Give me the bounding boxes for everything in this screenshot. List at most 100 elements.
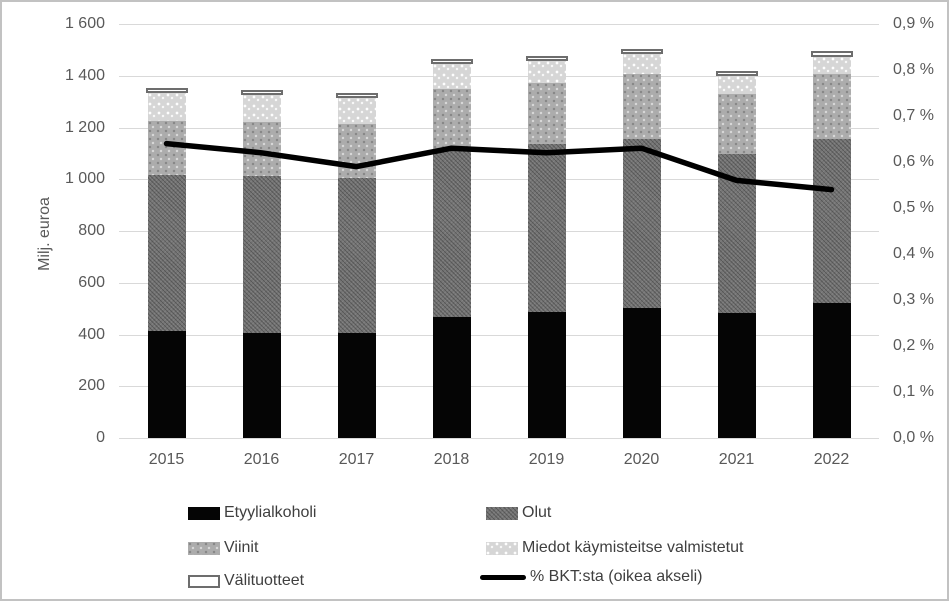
gridline [119,127,879,129]
legend-label-bkt: % BKT:sta (oikea akseli) [530,568,703,585]
bar-segment-olut-2022 [812,138,851,304]
gridline [119,282,879,284]
legend-label-olut: Olut [522,504,552,521]
bar-segment-etyylialkoholi-2018 [432,316,471,438]
bar-2022 [784,24,879,438]
legend-label-etyylialkoholi: Etyylialkoholi [224,504,317,521]
left-axis-tick-label: 1 600 [64,15,105,32]
gridline [119,438,879,439]
bar-segment-miedot-2016 [242,94,281,123]
bar-segment-olut-2021 [717,154,756,313]
gridline [119,334,879,336]
bar-segment-olut-2019 [527,144,566,312]
bar-segment-etyylialkoholi-2022 [812,303,851,438]
left-axis-tick-label: 0 [96,429,105,446]
bar-segment-viinit-2021 [717,94,756,155]
right-axis-tick-label: 0,7 % [893,107,934,124]
bar-segment-valituotteet-2019 [525,55,568,61]
legend-item-viinit: Viinit [188,538,258,558]
legend-label-miedot: Miedot käymisteitse valmistetut [522,539,744,556]
legend-item-olut: Olut [486,503,551,523]
left-axis-tick-label: 200 [78,377,105,395]
left-axis-tick-label: 600 [78,273,105,291]
legend-swatch-miedot [486,541,518,555]
bar-segment-viinit-2016 [242,122,281,176]
left-axis-tick-label: 1 000 [64,170,105,188]
bar-segment-viinit-2019 [527,82,566,145]
bar-segment-etyylialkoholi-2015 [147,330,186,438]
bar-segment-viinit-2015 [147,120,186,176]
bar-segment-etyylialkoholi-2020 [622,307,661,438]
legend-label-valituotteet: Välituotteet [224,572,305,589]
right-axis-tick-label: 0,1 % [893,383,934,400]
bar-segment-etyylialkoholi-2016 [242,332,281,438]
bar-segment-valituotteet-2020 [620,48,663,55]
gridline [119,24,879,25]
bar-segment-miedot-2018 [432,63,471,89]
bar-segment-viinit-2020 [622,74,661,140]
legend-swatch-valituotteet [188,574,220,588]
bar-segment-viinit-2017 [337,124,376,179]
right-axis-tick-label: 0,9 % [893,15,934,32]
legend-swatch-viinit [188,541,220,555]
bar-segment-etyylialkoholi-2021 [717,312,756,438]
bar-segment-viinit-2018 [432,88,471,152]
x-axis-label-2016: 2016 [243,451,280,468]
bar-segment-olut-2016 [242,175,281,333]
bar-segment-valituotteet-2022 [810,50,853,57]
bar-segment-viinit-2022 [812,74,851,139]
bar-segment-miedot-2022 [812,56,851,75]
right-axis-tick-label: 0,0 % [893,429,934,446]
x-axis-label-2020: 2020 [623,451,660,468]
x-axis-label-2017: 2017 [338,451,375,468]
right-axis-tick-label: 0,5 % [893,199,934,216]
gridline [119,231,879,232]
bar-2021 [689,24,784,438]
legend-swatch-bkt [480,574,526,580]
x-axis-label-2019: 2019 [528,451,565,468]
bar-segment-olut-2018 [432,151,471,317]
left-axis-tick-label: 1 200 [64,118,105,136]
legend-item-etyylialkoholi: Etyylialkoholi [188,503,316,523]
bar-segment-miedot-2017 [337,97,376,125]
bar-2016 [214,24,309,438]
right-axis-tick-label: 0,8 % [893,61,934,78]
bar-segment-miedot-2015 [147,93,186,121]
bar-segment-miedot-2021 [717,76,756,95]
bar-segment-etyylialkoholi-2017 [337,333,376,438]
bar-2018 [404,24,499,438]
bar-2015 [119,24,214,438]
bar-segment-valituotteet-2021 [715,71,758,77]
bar-2019 [499,24,594,438]
bar-segment-valituotteet-2016 [240,89,283,95]
right-axis-tick-label: 0,3 % [893,291,934,308]
gridline [119,75,879,77]
left-axis-tick-label: 800 [78,222,105,239]
left-axis-tick-label: 400 [78,325,105,343]
gridline [119,386,879,388]
x-axis-label-2022: 2022 [813,451,850,468]
bar-2020 [594,24,689,438]
bar-segment-miedot-2019 [527,60,566,83]
bar-segment-valituotteet-2018 [430,58,473,64]
right-axis-tick-label: 0,6 % [893,153,934,170]
legend-swatch-etyylialkoholi [188,506,220,520]
bar-segment-valituotteet-2017 [335,92,378,98]
bars-container [119,24,879,438]
left-axis-tick-label: 1 400 [64,66,105,84]
legend-item-valituotteet: Välituotteet [188,571,304,591]
legend-label-viinit: Viinit [224,539,259,556]
bar-segment-miedot-2020 [622,54,661,75]
bar-segment-valituotteet-2015 [145,88,188,94]
bar-segment-olut-2017 [337,178,376,334]
bar-2017 [309,24,404,438]
legend-swatch-olut [486,506,518,520]
plot-area [119,24,879,439]
right-axis-tick-label: 0,4 % [893,245,934,262]
bar-segment-olut-2015 [147,175,186,331]
legend-item-bkt: % BKT:sta (oikea akseli) [480,567,703,587]
right-axis-tick-label: 0,2 % [893,337,934,354]
bar-segment-etyylialkoholi-2019 [527,312,566,438]
x-axis-label-2021: 2021 [718,451,755,468]
